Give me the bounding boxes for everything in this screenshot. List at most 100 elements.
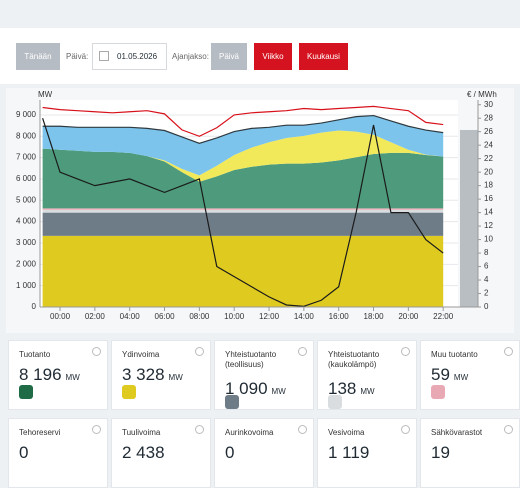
today-button[interactable]: Tänään (16, 43, 60, 70)
area (42, 115, 444, 176)
x-tick-label: 20:00 (398, 312, 419, 321)
area (42, 212, 444, 236)
card-value-number: 0 (225, 443, 235, 462)
info-icon (195, 425, 204, 434)
y2-tick-label: 18 (484, 181, 493, 190)
area (42, 148, 444, 209)
card-value: 2 438 (122, 443, 165, 463)
y-tick-label: 3 000 (16, 238, 37, 247)
card-value: 8 196 MW (19, 365, 80, 385)
card: Yhteistuotanto (teollisuus) 1 090 MW (214, 340, 314, 410)
info-icon (401, 425, 410, 434)
y2-tick-label: 14 (484, 208, 493, 217)
card-value: 1 090 MW (225, 379, 286, 399)
card-value-number: 19 (431, 443, 450, 462)
card: Muu tuotanto 59 MW (420, 340, 520, 410)
info-icon (504, 425, 513, 434)
y2-tick-label: 4 (484, 275, 489, 284)
card-label: Sähkövarastot (431, 428, 483, 437)
line (42, 105, 444, 137)
x-tick-label: 00:00 (50, 312, 71, 321)
x-tick-label: 08:00 (189, 312, 210, 321)
info-icon (92, 425, 101, 434)
card-value-number: 0 (19, 443, 29, 462)
card: Ydinvoima 3 328 MW (111, 340, 211, 410)
card-icon (328, 395, 342, 409)
card-value: 0 (19, 443, 28, 463)
date-input[interactable]: 01.05.2026 (92, 43, 167, 70)
card-value: 1 119 (328, 443, 369, 463)
y-tick-label: 4 000 (16, 217, 37, 226)
y-tick-label: 0 (32, 302, 37, 311)
y-axis-label: MW (38, 90, 53, 99)
y2-tick-label: 28 (484, 113, 493, 122)
x-tick-label: 22:00 (433, 312, 454, 321)
now-marker (460, 130, 478, 307)
card-label: Tuulivoima (122, 428, 161, 437)
card-label: Vesivoima (328, 428, 365, 437)
card-value: 0 (225, 443, 234, 463)
x-tick-label: 04:00 (120, 312, 141, 321)
card-unit: MW (453, 373, 469, 382)
card-unit: MW (65, 373, 80, 382)
y2-tick-label: 8 (484, 248, 489, 257)
card-value-number: 8 196 (19, 365, 62, 384)
area (42, 130, 444, 182)
x-tick-label: 02:00 (85, 312, 106, 321)
x-tick-label: 12:00 (259, 312, 280, 321)
card-value-number: 59 (431, 365, 450, 384)
y2-tick-label: 22 (484, 154, 493, 163)
card-value: 3 328 MW (122, 365, 183, 385)
info-icon (504, 347, 513, 356)
card-label: Yhteistuotanto (kaukolämpö) (328, 350, 380, 369)
x-tick-label: 06:00 (155, 312, 176, 321)
toolbar: Tänään Päivä: 01.05.2026 Ajanjakso: Päiv… (0, 28, 520, 84)
period-button[interactable]: Kuukausi (299, 43, 348, 70)
period-button[interactable]: Viikko (254, 43, 292, 70)
info-icon (298, 425, 307, 434)
card-value-number: 138 (328, 379, 357, 398)
y2-tick-label: 2 (484, 289, 489, 298)
y2-tick-label: 26 (484, 127, 493, 136)
card-unit: MW (360, 387, 375, 396)
y2-tick-label: 0 (484, 302, 489, 311)
card-value: 138 MW (328, 379, 375, 399)
y2-tick-label: 6 (484, 262, 489, 271)
card-label: Tehoreservi (19, 428, 61, 437)
card-unit: MW (168, 373, 183, 382)
calendar-icon (99, 51, 109, 61)
card-value-number: 2 438 (122, 443, 165, 462)
card-value: 19 (431, 443, 450, 463)
x-tick-label: 10:00 (224, 312, 245, 321)
y-tick-label: 2 000 (16, 259, 37, 268)
card-label: Aurinkovoima (225, 428, 274, 437)
y2-tick-label: 12 (484, 221, 493, 230)
line (42, 118, 444, 307)
card: Yhteistuotanto (kaukolämpö) 138 MW (317, 340, 417, 410)
chart: MW € / MWh 0 1 000 2 000 3 000 4 000 5 000 6 0… (6, 88, 514, 333)
y2-tick-label: 30 (484, 100, 493, 109)
y-tick-label: 6 000 (16, 174, 37, 183)
card: Tuotanto 8 196 MW (8, 340, 108, 410)
x-tick-label: 16:00 (329, 312, 350, 321)
y2-axis-label: € / MWh (467, 90, 497, 99)
area (42, 208, 444, 210)
info-icon (298, 347, 307, 356)
y2-tick-label: 20 (484, 167, 493, 176)
card-label: Yhteistuotanto (teollisuus) (225, 350, 277, 369)
card: Tehoreservi 0 (8, 418, 108, 488)
x-tick-label: 18:00 (364, 312, 385, 321)
card-icon (431, 385, 445, 399)
card-icon (122, 385, 136, 399)
period-button[interactable]: Päivä (211, 43, 247, 70)
card: Tuulivoima 2 438 (111, 418, 211, 488)
y-tick-label: 5 000 (16, 195, 37, 204)
info-icon (195, 347, 204, 356)
card-unit: MW (271, 387, 286, 396)
card-label: Tuotanto (19, 350, 51, 359)
y-tick-label: 9 000 (16, 110, 37, 119)
card: Vesivoima 1 119 (317, 418, 417, 488)
info-icon (92, 347, 101, 356)
card-value-number: 1 090 (225, 379, 268, 398)
card-icon (19, 385, 33, 399)
